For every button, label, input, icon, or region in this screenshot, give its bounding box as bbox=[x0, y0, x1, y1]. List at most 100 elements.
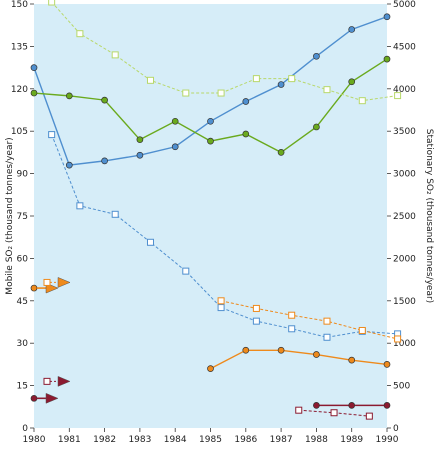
series-2-point bbox=[30, 89, 38, 97]
right-axis-ticks: 0 500 1000 1500 2000 2500 3000 3500 4000 4500 5000 bbox=[387, 0, 416, 434]
left-tick-label: 90 bbox=[17, 170, 29, 180]
series-1-point bbox=[146, 238, 154, 246]
right-tick-label: 2000 bbox=[393, 254, 416, 264]
series-7-point bbox=[295, 406, 303, 414]
series-1-point bbox=[48, 131, 56, 139]
series-3-point bbox=[323, 86, 331, 94]
arrow-3-dot bbox=[30, 394, 38, 402]
right-tick-label: 3500 bbox=[393, 127, 416, 137]
left-tick-label: 15 bbox=[17, 382, 28, 392]
x-tick-label: 1990 bbox=[376, 435, 399, 445]
series-0-point bbox=[171, 143, 179, 151]
series-3-point bbox=[217, 89, 225, 97]
left-tick-label: 150 bbox=[11, 0, 28, 10]
series-2-point bbox=[136, 136, 144, 144]
series-0-point bbox=[313, 52, 320, 60]
series-4-point bbox=[348, 356, 356, 364]
x-tick-label: 1981 bbox=[58, 435, 81, 445]
series-0-point bbox=[207, 117, 214, 125]
series-0-point bbox=[242, 98, 250, 105]
series-3-line bbox=[51, 1, 398, 102]
arrow-3-head bbox=[45, 392, 59, 404]
series-layer bbox=[30, 0, 402, 420]
series-7-point bbox=[330, 409, 338, 417]
right-tick-label: 0 bbox=[393, 424, 399, 434]
arrow-1-head bbox=[57, 277, 71, 288]
series-6-point bbox=[313, 402, 320, 409]
series-5-point bbox=[323, 317, 331, 325]
series-3-point bbox=[182, 89, 190, 97]
series-2-point bbox=[65, 92, 73, 100]
series-0-point bbox=[65, 161, 73, 169]
series-4-line bbox=[210, 349, 388, 370]
left-tick-label: 0 bbox=[22, 424, 28, 434]
series-3-point bbox=[252, 75, 260, 83]
x-tick-label: 1982 bbox=[93, 435, 116, 445]
series-7-point bbox=[365, 412, 373, 420]
x-tick-label: 1980 bbox=[23, 435, 46, 445]
right-tick-label: 2500 bbox=[393, 212, 416, 222]
series-5-point bbox=[394, 335, 402, 343]
series-3-point bbox=[358, 97, 366, 105]
series-0-point bbox=[30, 64, 38, 71]
series-3-point bbox=[76, 30, 84, 38]
series-1-point bbox=[182, 267, 190, 275]
arrow-layer bbox=[30, 277, 71, 404]
series-1-point bbox=[252, 317, 260, 325]
right-tick-label: 4000 bbox=[393, 85, 416, 95]
left-tick-label: 105 bbox=[11, 127, 28, 137]
x-tick-label: 1987 bbox=[270, 435, 293, 445]
x-tick-label: 1986 bbox=[234, 435, 257, 445]
plot-area bbox=[34, 4, 387, 428]
left-tick-label: 120 bbox=[11, 85, 28, 95]
series-0-point bbox=[277, 81, 285, 88]
series-6-point bbox=[348, 402, 356, 409]
left-tick-label: 135 bbox=[11, 42, 28, 52]
series-1-point bbox=[76, 202, 84, 210]
series-4-point bbox=[313, 351, 320, 358]
right-tick-label: 1000 bbox=[393, 339, 416, 349]
left-tick-label: 75 bbox=[17, 212, 28, 222]
series-3-point bbox=[111, 51, 119, 59]
x-axis-ticks: 1980 1981 1982 1983 1984 1985 1986 1987 1988 1989… bbox=[23, 428, 399, 445]
right-tick-label: 500 bbox=[393, 382, 410, 392]
series-0-point bbox=[136, 151, 144, 159]
series-0-point bbox=[101, 157, 108, 165]
arrow-1-square bbox=[43, 278, 51, 286]
series-5-point bbox=[252, 304, 260, 312]
series-5-point bbox=[217, 297, 225, 305]
left-tick-label: 45 bbox=[17, 297, 28, 307]
series-5-line bbox=[220, 300, 398, 340]
arrow-2-square bbox=[43, 377, 51, 385]
series-4-point bbox=[242, 346, 250, 354]
series-1-line bbox=[51, 134, 398, 338]
series-3-point bbox=[288, 75, 296, 83]
series-4-point bbox=[277, 346, 285, 354]
series-1-point bbox=[111, 210, 119, 218]
left-tick-label: 30 bbox=[17, 339, 29, 349]
x-tick-label: 1988 bbox=[305, 435, 328, 445]
series-2-point bbox=[171, 117, 179, 125]
series-5-point bbox=[288, 311, 296, 319]
series-1-point bbox=[217, 304, 225, 312]
series-1-point bbox=[288, 325, 296, 333]
series-2-point bbox=[348, 78, 356, 86]
left-tick-label: 60 bbox=[17, 254, 29, 264]
x-tick-label: 1989 bbox=[340, 435, 363, 445]
left-axis-ticks: 0 15 30 45 60 75 90 105 120 135 150 bbox=[11, 0, 34, 434]
right-tick-label: 1500 bbox=[393, 297, 416, 307]
series-2-point bbox=[242, 130, 250, 138]
series-3-point bbox=[394, 92, 402, 100]
x-tick-label: 1983 bbox=[128, 435, 151, 445]
series-6-point bbox=[383, 402, 391, 409]
series-3-point bbox=[48, 0, 56, 6]
right-tick-label: 5000 bbox=[393, 0, 416, 10]
series-0-point bbox=[383, 13, 391, 21]
series-2-point bbox=[383, 55, 391, 63]
right-tick-label: 4500 bbox=[393, 42, 416, 52]
series-2-point bbox=[277, 149, 285, 156]
right-tick-label: 3000 bbox=[393, 170, 416, 180]
series-4-point bbox=[207, 365, 214, 372]
